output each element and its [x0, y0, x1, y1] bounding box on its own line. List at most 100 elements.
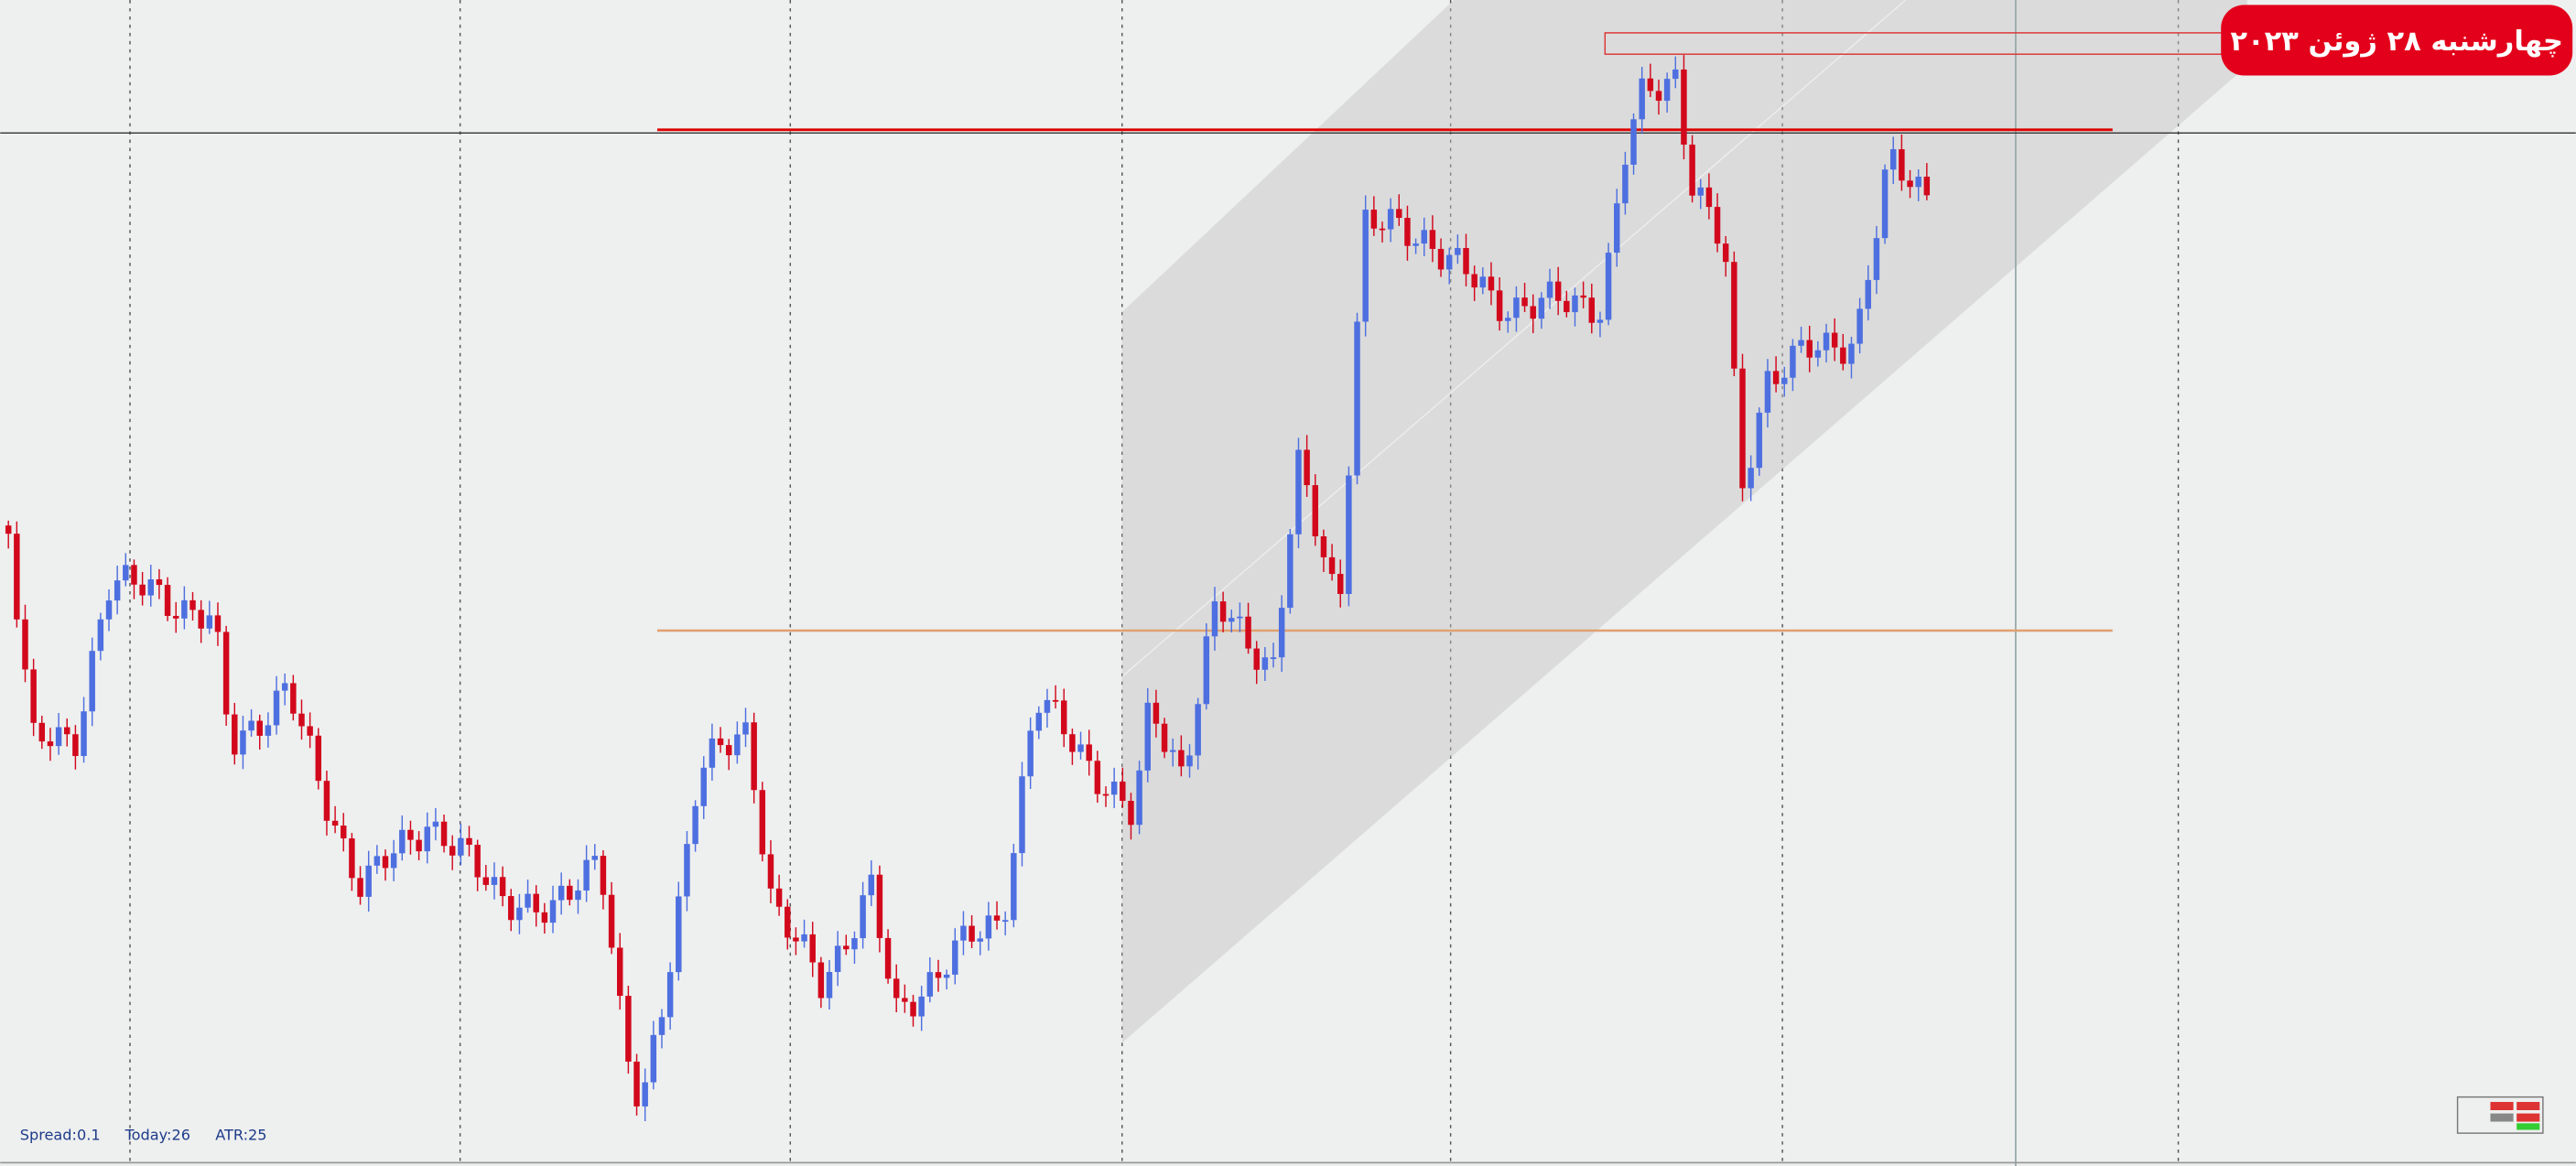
candle-body [1714, 207, 1721, 244]
price-channel [1121, 0, 2247, 1043]
candle-body [256, 720, 263, 736]
candle-body [1530, 306, 1536, 319]
candle-body [458, 837, 464, 856]
candle-body [1237, 616, 1243, 619]
candle-body [868, 874, 874, 896]
candle-body [1153, 702, 1160, 724]
candle-body [105, 600, 113, 620]
candle-body [1396, 209, 1402, 219]
candle-body [843, 945, 850, 950]
candle-body [1044, 699, 1051, 713]
candle-body [1027, 730, 1034, 777]
candle-body [323, 781, 330, 821]
candle-body [834, 945, 841, 972]
candle-body [1605, 253, 1612, 320]
candle-body [1672, 69, 1679, 80]
logo [2456, 1096, 2544, 1134]
candle-body [952, 940, 958, 975]
candle-body [290, 683, 297, 714]
candle-body [725, 745, 732, 756]
candle-body [785, 906, 791, 938]
candle-body [1647, 78, 1654, 92]
candle-body [1186, 755, 1193, 767]
candle-body [1538, 297, 1545, 319]
candle-body [248, 720, 254, 731]
candle-body [1781, 377, 1788, 384]
candle-body [759, 790, 766, 855]
candle-body [1445, 254, 1453, 270]
candle-body [172, 615, 179, 619]
candle-body [181, 599, 188, 619]
candle-body [222, 632, 230, 715]
candle-body [742, 722, 749, 735]
candle-body [131, 565, 137, 585]
candle-body [449, 846, 456, 856]
candle-body [642, 1082, 648, 1107]
candle-body [273, 690, 280, 726]
candle-body [1772, 371, 1780, 384]
candle-body [1437, 248, 1445, 270]
candle-body [373, 856, 381, 866]
candle-body [1245, 616, 1251, 649]
candle-body [1596, 319, 1604, 323]
candle-body [1639, 78, 1645, 120]
candle-body [1203, 636, 1210, 705]
candle-body [81, 711, 87, 757]
candle-body [617, 947, 623, 997]
candle-body [232, 714, 238, 755]
channel-midline [1121, 0, 1907, 677]
candle-body [935, 972, 942, 978]
candle-body [1094, 761, 1101, 794]
candle-body [893, 978, 900, 999]
candle-body [1496, 290, 1503, 321]
candle-body [407, 829, 414, 840]
candle-body [164, 585, 171, 616]
candle-body [1312, 485, 1319, 537]
candle-body [591, 856, 599, 860]
candle-body [1102, 794, 1109, 796]
candle-body [47, 741, 54, 747]
candle-body [943, 974, 950, 978]
candle-body [1505, 318, 1511, 321]
candle-body [557, 885, 565, 901]
candle-body [72, 734, 79, 757]
candle-body [1630, 119, 1637, 165]
candle-body [1471, 274, 1477, 288]
candle-body [751, 722, 757, 791]
candle-body [658, 1017, 666, 1035]
candle-body [357, 878, 363, 897]
candle-body [1077, 744, 1084, 752]
candle-body [608, 894, 615, 948]
candle-body [533, 893, 539, 912]
candle-body [390, 853, 397, 869]
candle-body [1219, 601, 1227, 622]
candle-body [1655, 91, 1662, 102]
candle-body [1346, 475, 1352, 594]
logo-frame [2456, 1096, 2544, 1134]
candle-body [1588, 297, 1596, 323]
candle-body [1731, 262, 1737, 369]
candle-body [1387, 209, 1394, 230]
candle-body [1320, 536, 1327, 557]
candle-body [466, 837, 472, 846]
candle-body [1211, 601, 1218, 637]
candle-body [1479, 276, 1487, 288]
candle-body [1370, 210, 1378, 229]
candle-body [902, 998, 908, 1002]
candle-body [1412, 243, 1419, 246]
candle-body [491, 877, 498, 885]
candle-body [416, 839, 422, 852]
candle-body [516, 907, 523, 921]
candle-body [1169, 750, 1176, 752]
candle-body [1052, 699, 1059, 702]
candle-body [1354, 321, 1360, 476]
candle-body [1614, 203, 1620, 254]
candle-body [1379, 228, 1386, 231]
candle-body [525, 893, 531, 908]
candle-body [1404, 218, 1411, 246]
candle-body [349, 838, 355, 879]
candle-body [625, 996, 632, 1062]
candle-body [1899, 149, 1905, 181]
candle-body [55, 727, 62, 747]
